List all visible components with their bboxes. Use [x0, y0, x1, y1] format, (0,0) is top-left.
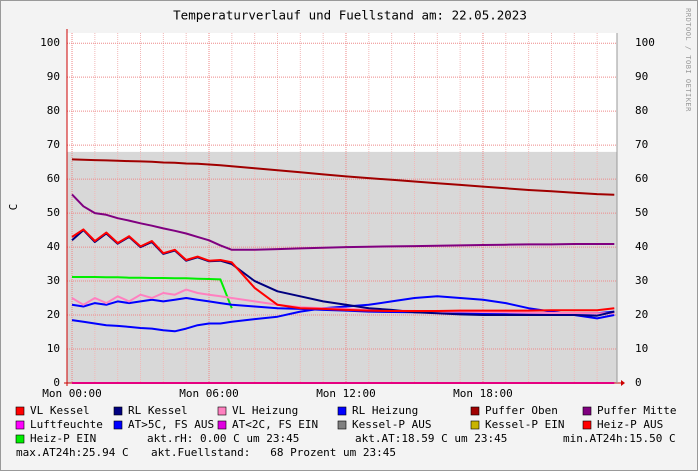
- legend-swatch: [15, 406, 25, 416]
- legend-swatch: [15, 434, 25, 444]
- legend-swatch: [113, 420, 123, 430]
- legend-swatch: [113, 406, 123, 416]
- chart-title: Temperaturverlauf und Fuellstand am: 22.…: [173, 8, 527, 23]
- x-tick-label: Mon 18:00: [453, 387, 513, 400]
- y2-tick-label: 80: [635, 104, 648, 117]
- fill-area: [67, 151, 617, 383]
- y2-tick-label: 20: [635, 308, 648, 321]
- y2-tick-label: 70: [635, 138, 648, 151]
- y-tick-label: 60: [47, 172, 60, 185]
- legend-label: AT<2C, FS EIN: [232, 418, 318, 431]
- legend-label: RL Kessel: [128, 404, 188, 417]
- legend-label: Heiz-P AUS: [597, 418, 663, 431]
- legend-label: VL Heizung: [232, 404, 298, 417]
- stat-text: akt.Fuellstand: 68 Prozent um 23:45: [151, 446, 396, 459]
- stat-text: max.AT24h:25.94 C: [16, 446, 129, 459]
- legend-swatch: [217, 406, 227, 416]
- legend-label: Luftfeuchte: [30, 418, 103, 431]
- y-tick-label: 10: [47, 342, 60, 355]
- y2-tick-label: 100: [635, 36, 655, 49]
- stat-text: akt.rH: 0.00 C um 23:45: [147, 432, 299, 445]
- y-tick-label: 50: [47, 206, 60, 219]
- legend-swatch: [582, 420, 592, 430]
- series-line: [71, 158, 615, 196]
- legend-label: Puffer Mitte: [597, 404, 676, 417]
- series-line: [71, 288, 615, 315]
- stat-text: min.AT24h:15.50 C: [563, 432, 676, 445]
- y2-tick-label: 50: [635, 206, 648, 219]
- x-axis-arrow: [621, 380, 625, 386]
- y-tick-label: 20: [47, 308, 60, 321]
- legend-label: Puffer Oben: [485, 404, 558, 417]
- y2-tick-label: 30: [635, 274, 648, 287]
- series-line: [71, 228, 615, 312]
- legend-swatch: [15, 420, 25, 430]
- legend-label: RL Heizung: [352, 404, 418, 417]
- legend-label: AT>5C, FS AUS: [128, 418, 214, 431]
- legend-swatch: [217, 420, 227, 430]
- legend-swatch: [470, 406, 480, 416]
- y-tick-label: 30: [47, 274, 60, 287]
- y2-tick-label: 10: [635, 342, 648, 355]
- y2-tick-label: 60: [635, 172, 648, 185]
- series-line: [71, 295, 615, 333]
- series-line: [71, 193, 615, 251]
- y-tick-label: 100: [40, 36, 60, 49]
- stat-text: akt.AT:18.59 C um 23:45: [355, 432, 507, 445]
- y-tick-label: 70: [47, 138, 60, 151]
- legend-swatch: [582, 406, 592, 416]
- watermark: RRDTOOL / TOBI OETIKER: [684, 8, 692, 112]
- x-tick-label: Mon 00:00: [42, 387, 102, 400]
- legend-swatch: [337, 420, 347, 430]
- y-tick-label: 0: [53, 376, 60, 389]
- y-tick-label: 80: [47, 104, 60, 117]
- y2-tick-label: 90: [635, 70, 648, 83]
- legend-label: Kessel-P AUS: [352, 418, 431, 431]
- y-tick-label: 90: [47, 70, 60, 83]
- x-tick-label: Mon 06:00: [179, 387, 239, 400]
- y2-tick-label: 40: [635, 240, 648, 253]
- legend-label: Heiz-P EIN: [30, 432, 96, 445]
- series-line: [72, 276, 233, 309]
- y-tick-label: 40: [47, 240, 60, 253]
- legend-label: Kessel-P EIN: [485, 418, 564, 431]
- legend-label: VL Kessel: [30, 404, 90, 417]
- y2-tick-label: 0: [635, 376, 642, 389]
- legend-swatch: [470, 420, 480, 430]
- y-axis-label: C: [7, 204, 20, 211]
- legend-swatch: [337, 406, 347, 416]
- x-tick-label: Mon 12:00: [316, 387, 376, 400]
